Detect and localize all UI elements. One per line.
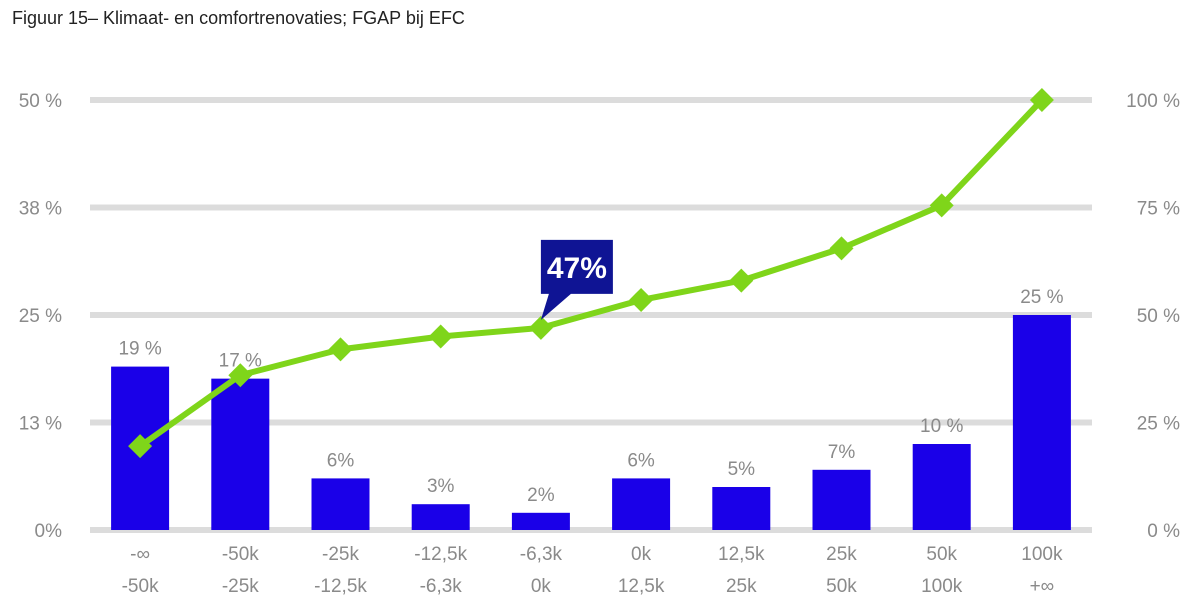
category-label-bottom: -12,5k (314, 576, 367, 597)
left-tick-label: 38 % (19, 199, 62, 220)
category-label-top: 0k (631, 544, 652, 565)
bars (111, 315, 1071, 530)
bar-data-label: 19 % (118, 339, 161, 360)
bar-labels: 19 % 17 % 6% 3% 2% 6% 5% 7% 10 % 25 % (118, 287, 1063, 506)
bar (912, 444, 971, 530)
bar (211, 378, 270, 530)
left-tick-label: 50 % (19, 91, 62, 112)
bar (812, 469, 871, 530)
line-point (1029, 88, 1054, 112)
line-point (428, 324, 453, 349)
bar (411, 504, 470, 530)
bar-data-label: 2% (527, 485, 555, 506)
bar-data-label: 5% (728, 459, 756, 480)
bar (511, 512, 570, 530)
callout-bubble (540, 239, 613, 320)
category-label-bottom: +∞ (1030, 576, 1055, 597)
category-label-top: 100k (1021, 544, 1063, 565)
category-label-top: -12,5k (414, 544, 467, 565)
category-label-bottom: 100k (921, 576, 963, 597)
bar-data-label: 3% (427, 476, 455, 497)
left-tick-label: 25 % (19, 306, 62, 327)
line-point (128, 434, 153, 459)
bar-data-label: 7% (828, 442, 856, 463)
right-tick-label: 75 % (1137, 199, 1180, 220)
line-path (138, 97, 1045, 449)
bar (1012, 315, 1071, 530)
line-point (829, 236, 854, 261)
right-tick-label: 25 % (1137, 414, 1180, 435)
category-label-bottom: -6,3k (420, 576, 463, 597)
category-label-bottom: 25k (726, 576, 757, 597)
callout-label: 47% (547, 252, 607, 285)
bar (311, 478, 370, 530)
line-point (528, 315, 553, 340)
category-label-top: -50k (222, 544, 259, 565)
bar (612, 478, 671, 530)
bar-data-label: 10 % (920, 416, 963, 437)
bar (712, 487, 771, 530)
line-point (629, 287, 654, 312)
category-label-top: -∞ (130, 544, 150, 565)
line-point (729, 268, 754, 293)
category-label-top: 25k (826, 544, 857, 565)
bar-data-label: 25 % (1020, 287, 1063, 308)
cumulative-line (128, 88, 1054, 459)
category-label-bottom: -25k (222, 576, 259, 597)
bar-data-label: 6% (627, 450, 655, 471)
left-tick-label: 0% (35, 521, 63, 542)
category-label-bottom: -50k (122, 576, 159, 597)
right-tick-label: 0 % (1147, 521, 1180, 542)
category-label-bottom: 0k (531, 576, 552, 597)
chart-title: Figuur 15– Klimaat- en comfortrenovaties… (12, 8, 465, 28)
right-tick-label: 50 % (1137, 306, 1180, 327)
category-label-top: 50k (926, 544, 957, 565)
right-axis: 0 % 25 % 50 % 75 % 100 % (1126, 91, 1180, 542)
line-point (328, 337, 353, 362)
category-label-top: -25k (322, 544, 359, 565)
line-point (228, 363, 253, 388)
category-label-bottom: 12,5k (618, 576, 665, 597)
category-label-top: -6,3k (520, 544, 563, 565)
category-label-bottom: 50k (826, 576, 857, 597)
line-point (929, 193, 954, 218)
category-label-top: 12,5k (718, 544, 765, 565)
callout: 47% (540, 239, 613, 320)
bar-data-label: 6% (327, 450, 355, 471)
right-tick-label: 100 % (1126, 91, 1180, 112)
bar-data-label: 17 % (219, 351, 262, 372)
left-axis: 0% 13 % 25 % 38 % 50 % (19, 91, 62, 542)
category-labels: -∞ -50k -50k -25k -25k -12,5k -12,5k -6,3k -6,3k… (122, 544, 1063, 597)
left-tick-label: 13 % (19, 414, 62, 435)
